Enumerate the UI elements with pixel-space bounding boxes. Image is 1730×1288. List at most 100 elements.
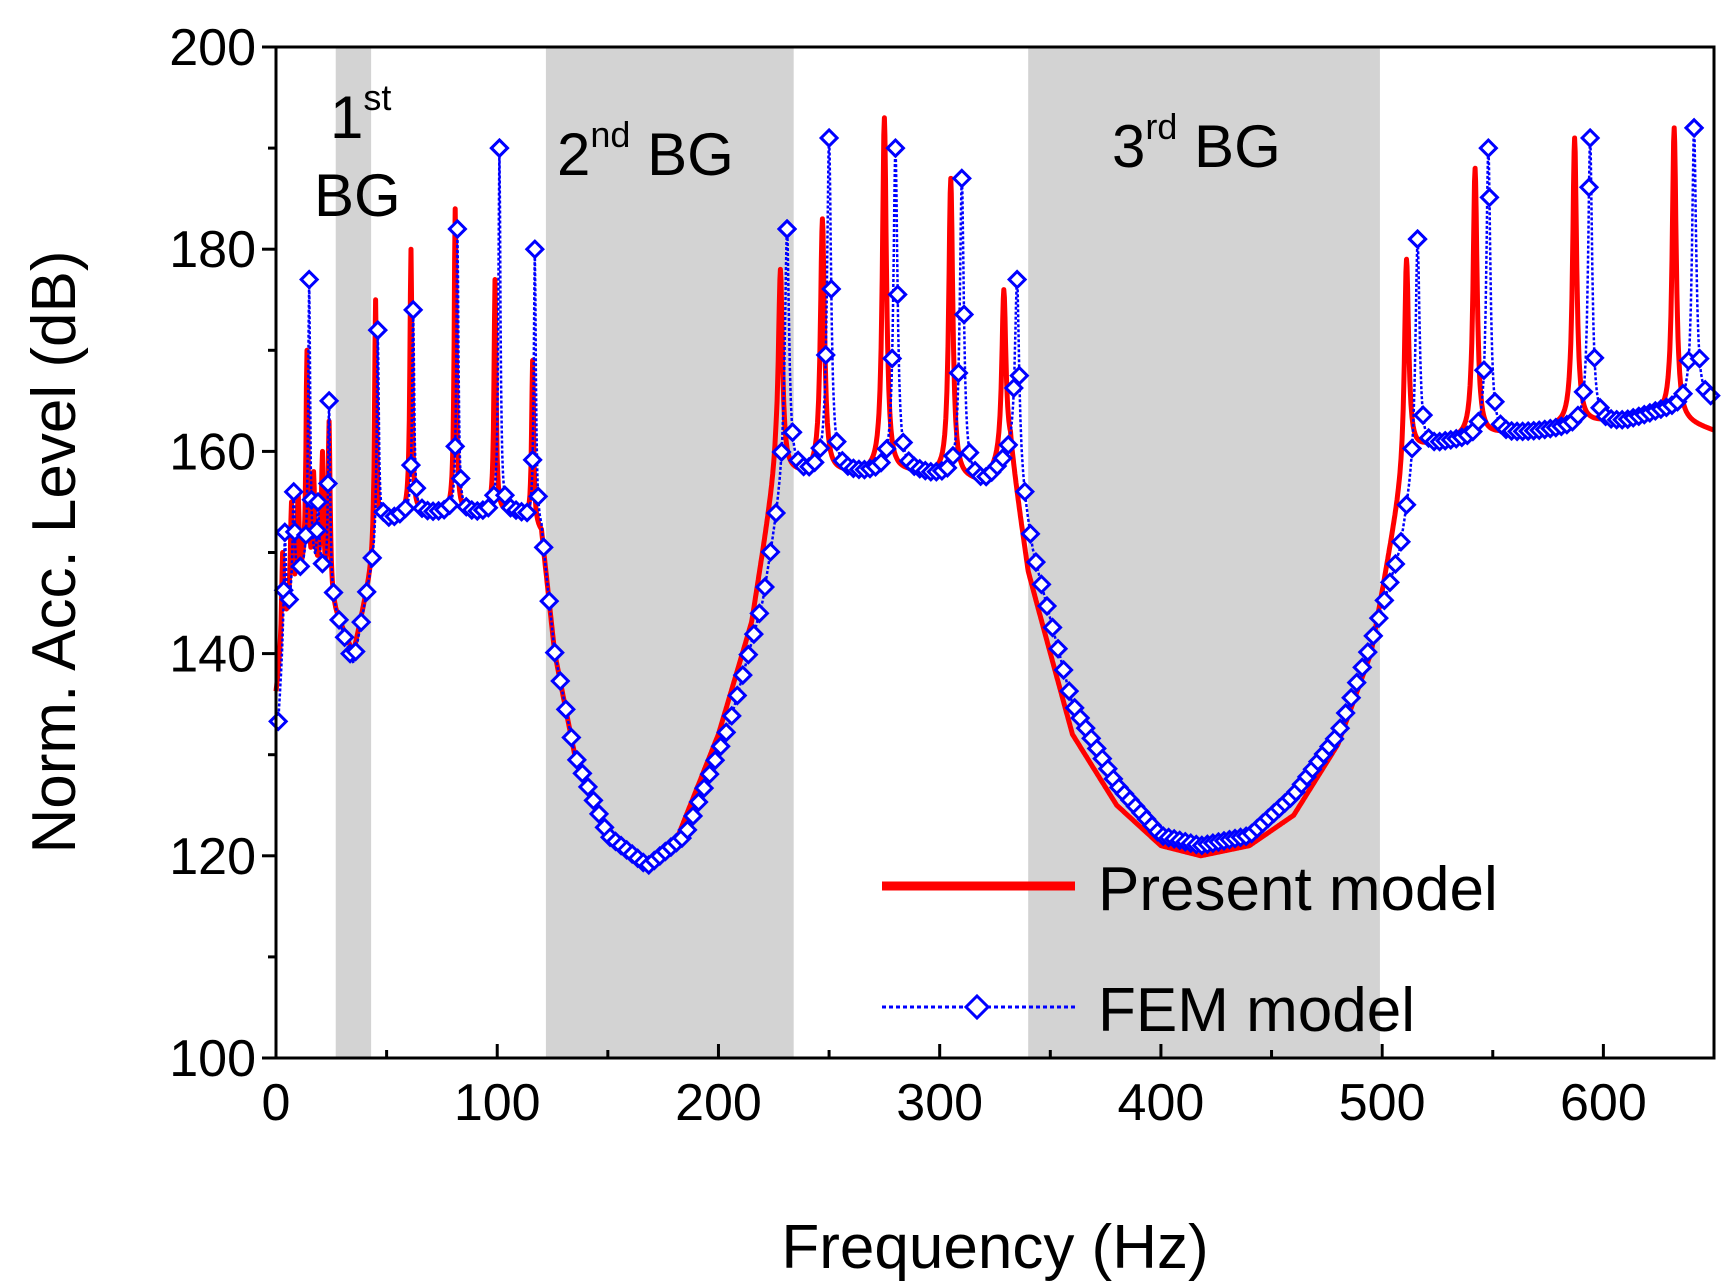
fem-marker [738, 644, 759, 665]
fem-marker [710, 736, 731, 757]
fem-marker [395, 498, 416, 519]
fem-marker [1036, 595, 1058, 617]
fem-marker [818, 127, 840, 149]
y-tick-label: 100 [169, 1030, 256, 1088]
band-gap-label-suffix: nd [590, 114, 630, 155]
band-gap-label-suffix: st [363, 77, 391, 118]
x-tick-label: 0 [262, 1074, 291, 1132]
y-tick-label: 140 [169, 626, 256, 684]
fem-marker [677, 819, 698, 840]
fem-marker [588, 803, 610, 825]
fem-marker [1468, 411, 1489, 432]
fem-marker [1335, 702, 1356, 724]
fem-marker [1573, 381, 1594, 402]
fem-marker [356, 581, 377, 602]
band-gap-label-bg: BG [630, 121, 733, 188]
fem-marker [351, 612, 372, 633]
fem-marker [1683, 117, 1705, 139]
fem-marker [323, 582, 344, 603]
fem-marker [893, 432, 914, 453]
fem-marker [887, 284, 908, 305]
fem-marker [533, 537, 554, 558]
fem-marker [345, 641, 366, 662]
fem-marker [1031, 574, 1052, 595]
fem-marker [1584, 347, 1605, 369]
fem-marker [1379, 572, 1401, 593]
fem-marker [445, 436, 466, 457]
fem-marker [406, 477, 427, 499]
x-axis-ticks: 0 100 200 300 400 500 600 [262, 1044, 1647, 1132]
band-gap-1 [335, 47, 372, 1058]
fem-marker [1352, 657, 1373, 678]
fem-marker [572, 763, 593, 784]
fem-marker [959, 442, 980, 463]
fem-marker [367, 319, 388, 341]
band-gap-label-1: 1st [330, 77, 391, 151]
fem-marker [279, 589, 300, 610]
band-gap-2 [545, 47, 794, 1058]
fem-marker [727, 685, 748, 706]
fem-marker [804, 452, 825, 473]
fem-marker [765, 502, 787, 524]
fem-marker [1368, 608, 1389, 629]
fem-marker [693, 777, 715, 799]
fem-marker [489, 137, 510, 159]
band-gap-label-bg: BG [314, 162, 401, 229]
fem-marker [516, 502, 538, 523]
fem-marker [1020, 523, 1041, 544]
fem-marker [447, 218, 468, 240]
y-tick-label: 180 [169, 221, 256, 279]
fem-marker [1396, 494, 1417, 515]
fem-marker [1385, 553, 1406, 575]
fem-marker [1341, 687, 1362, 708]
y-tick-label: 160 [169, 423, 256, 481]
fem-marker [334, 627, 355, 648]
band-gap-label-bg: BG [1177, 113, 1280, 180]
fem-marker [290, 556, 311, 577]
y-axis-ticks: 100 120 140 160 180 200 [169, 19, 276, 1088]
fem-marker [528, 486, 549, 507]
fem-marker [1363, 625, 1384, 646]
fem-marker [550, 670, 571, 692]
x-tick-label: 600 [1560, 1074, 1647, 1132]
fem-marker [439, 495, 460, 516]
band-gap-label-number: 3 [1112, 113, 1145, 180]
fem-marker [1009, 365, 1030, 386]
fem-marker [450, 468, 471, 489]
fem-marker [1058, 680, 1080, 702]
fem-marker [810, 438, 831, 459]
fem-marker [771, 441, 792, 463]
fem-marker [749, 603, 770, 624]
fem-marker [821, 278, 842, 300]
y-tick-label: 120 [169, 828, 256, 886]
fem-marker [1479, 187, 1500, 208]
legend: Present model FEM model [882, 855, 1498, 1045]
fem-marker [815, 344, 836, 366]
fem-marker [1047, 638, 1069, 659]
band-gap-label-suffix: rd [1145, 106, 1177, 147]
fem-marker [284, 521, 305, 542]
fem-marker [870, 452, 892, 473]
fem-marker [721, 705, 742, 726]
fem-marker [318, 390, 340, 411]
fem-marker [826, 431, 847, 452]
fem-marker [1412, 405, 1434, 426]
fem-marker [283, 481, 304, 502]
fem-marker [561, 727, 582, 748]
fem-marker [682, 805, 704, 827]
fem-marker [1329, 718, 1351, 739]
fem-marker [782, 422, 803, 443]
fem-marker [299, 269, 320, 290]
band-gap-label-3: 3rd BG [1112, 106, 1281, 180]
fem-marker [1689, 348, 1710, 369]
fem-marker [1478, 137, 1499, 159]
fem-marker [1042, 617, 1063, 638]
fem-marker [1390, 531, 1412, 552]
series-fem-model [268, 117, 1721, 876]
fem-marker [1578, 177, 1600, 198]
y-tick-label: 200 [169, 19, 256, 77]
x-axis-title: Frequency (Hz) [781, 1213, 1208, 1282]
fem-marker [1401, 438, 1423, 459]
fem-marker [362, 547, 383, 568]
